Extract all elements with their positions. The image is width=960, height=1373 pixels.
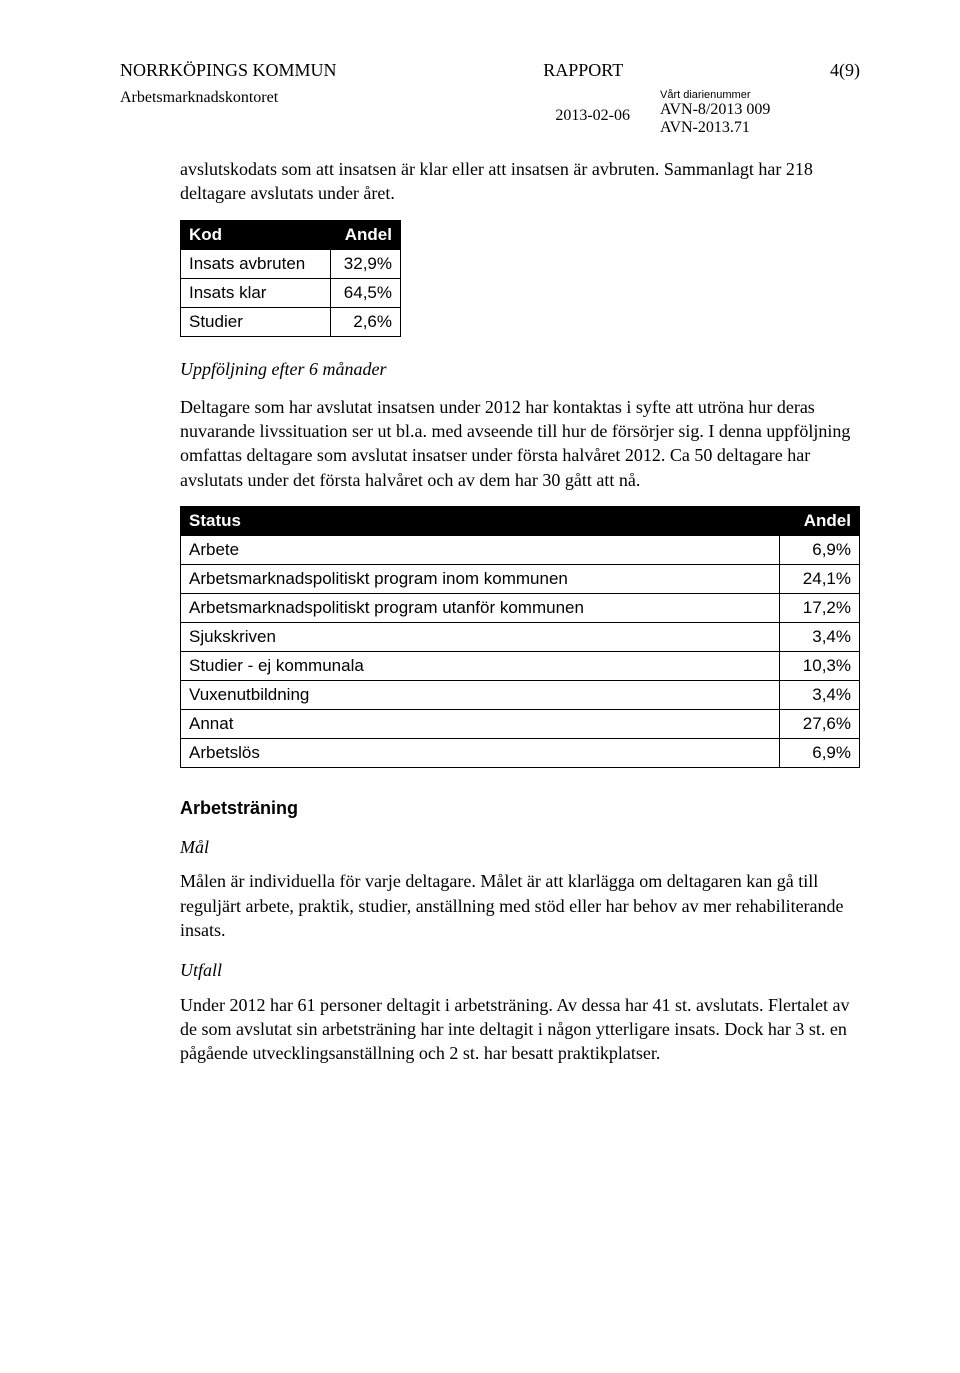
page: NORRKÖPINGS KOMMUN RAPPORT 4(9) Arbetsma… — [0, 0, 960, 1373]
table-row: Insats avbruten 32,9% — [181, 249, 401, 278]
utfall-label: Utfall — [180, 958, 860, 982]
table-row: Arbetslös6,9% — [181, 739, 860, 768]
table-row: Sjukskriven3,4% — [181, 623, 860, 652]
followup-heading: Uppföljning efter 6 månader — [180, 357, 860, 381]
diarie-label: Vårt diarienummer — [660, 89, 860, 101]
page-number: 4(9) — [830, 60, 860, 81]
utfall-text: Under 2012 har 61 personer deltagit i ar… — [180, 993, 860, 1066]
table-header-row: Kod Andel — [181, 220, 401, 249]
table-row: Studier 2,6% — [181, 307, 401, 336]
followup-paragraph: Deltagare som har avslutat insatsen unde… — [180, 395, 860, 492]
subheader-row: Arbetsmarknadskontoret 2013-02-06 Vårt d… — [180, 89, 860, 137]
department: Arbetsmarknadskontoret — [120, 89, 278, 107]
header-row: NORRKÖPINGS KOMMUN RAPPORT 4(9) — [180, 60, 860, 81]
date: 2013-02-06 — [555, 89, 630, 137]
th-andel: Andel — [780, 507, 860, 536]
table-kod-andel: Kod Andel Insats avbruten 32,9% Insats k… — [180, 220, 401, 337]
table-row: Studier - ej kommunala10,3% — [181, 652, 860, 681]
table-header-row: Status Andel — [181, 507, 860, 536]
table-row: Vuxenutbildning3,4% — [181, 681, 860, 710]
table-row: Arbetsmarknadspolitiskt program inom kom… — [181, 565, 860, 594]
intro-paragraph: avslutskodats som att insatsen är klar e… — [180, 157, 860, 206]
table-row: Annat27,6% — [181, 710, 860, 739]
mal-label: Mål — [180, 835, 860, 859]
table-row: Arbetsmarknadspolitiskt program utanför … — [181, 594, 860, 623]
th-status: Status — [181, 507, 780, 536]
mal-text: Målen är individuella för varje deltagar… — [180, 869, 860, 942]
org-name: NORRKÖPINGS KOMMUN — [120, 60, 337, 81]
ref2: AVN-2013.71 — [660, 119, 860, 137]
table-status-andel: Status Andel Arbete6,9% Arbetsmarknadspo… — [180, 506, 860, 768]
section-arbetstraning-title: Arbetsträning — [180, 798, 860, 819]
ref1: AVN-8/2013 009 — [660, 101, 860, 119]
reference-block: Vårt diarienummer AVN-8/2013 009 AVN-201… — [660, 89, 860, 137]
doc-title: RAPPORT — [337, 60, 830, 81]
content: avslutskodats som att insatsen är klar e… — [180, 157, 860, 1065]
th-kod: Kod — [181, 220, 331, 249]
th-andel: Andel — [331, 220, 401, 249]
table-row: Insats klar 64,5% — [181, 278, 401, 307]
table-row: Arbete6,9% — [181, 536, 860, 565]
